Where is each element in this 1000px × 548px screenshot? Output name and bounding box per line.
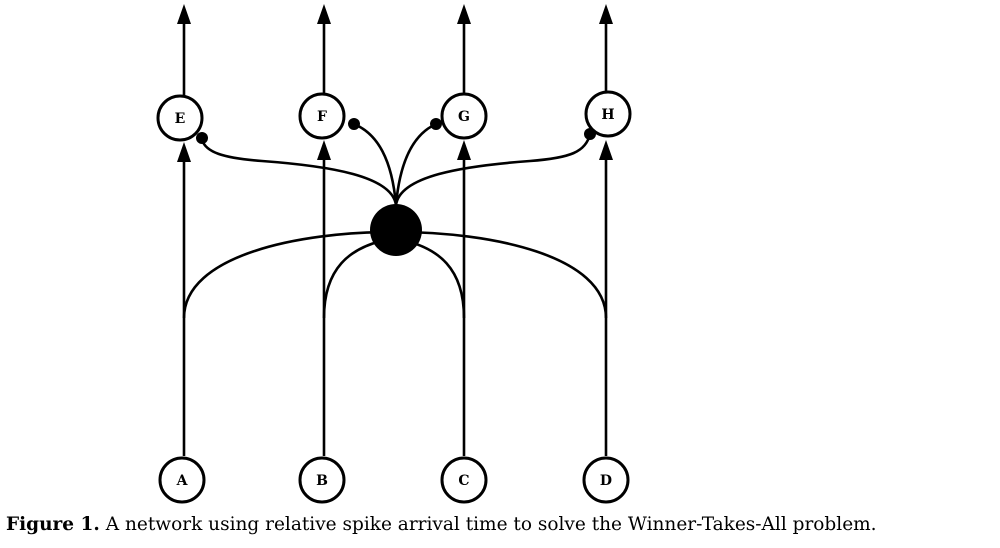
arrowhead-icon	[177, 142, 191, 162]
node-b: B	[298, 456, 346, 504]
edge-hub-to-h	[394, 133, 592, 206]
edge-hub-to-g	[394, 122, 437, 206]
node-f: F	[298, 92, 346, 140]
arrowhead-icon	[457, 4, 471, 24]
edge-b-to-hub	[322, 238, 386, 319]
arrowhead-icon	[457, 140, 471, 160]
node-a: A	[158, 456, 206, 504]
arrowhead-icon	[317, 4, 331, 24]
node-g: G	[440, 92, 488, 140]
node-d: D	[582, 456, 630, 504]
edge-hub-to-f	[353, 122, 398, 206]
edge-d-to-hub	[395, 230, 608, 319]
inhibitory-connections	[196, 118, 596, 206]
node-label: D	[600, 473, 612, 489]
caption-text: A network using relative spike arrival t…	[105, 514, 877, 535]
caption-label: Figure 1.	[6, 514, 100, 535]
output-arrows	[177, 4, 613, 100]
node-label: G	[458, 109, 470, 125]
node-c: C	[440, 456, 488, 504]
node-label: C	[458, 473, 469, 489]
node-h: H	[584, 90, 632, 138]
edge-hub-to-e	[200, 139, 398, 206]
node-label: F	[317, 109, 327, 125]
arrowhead-icon	[599, 4, 613, 24]
arrowhead-icon	[599, 140, 613, 160]
edge-a-to-hub	[182, 230, 393, 319]
node-label: A	[176, 473, 189, 489]
node-e: E	[156, 94, 204, 142]
inhibitory-synapse-f	[348, 118, 360, 130]
edge-c-to-hub	[401, 238, 466, 319]
inhibitory-synapse-g	[430, 118, 442, 130]
inhibitory-synapse-e	[196, 132, 208, 144]
arrowhead-icon	[177, 4, 191, 24]
inhibitory-neuron	[370, 204, 422, 256]
node-label: E	[175, 111, 186, 127]
node-label: B	[316, 473, 328, 489]
node-label: H	[601, 107, 614, 123]
arrowhead-icon	[317, 140, 331, 160]
figure-caption: Figure 1. A network using relative spike…	[6, 514, 996, 535]
